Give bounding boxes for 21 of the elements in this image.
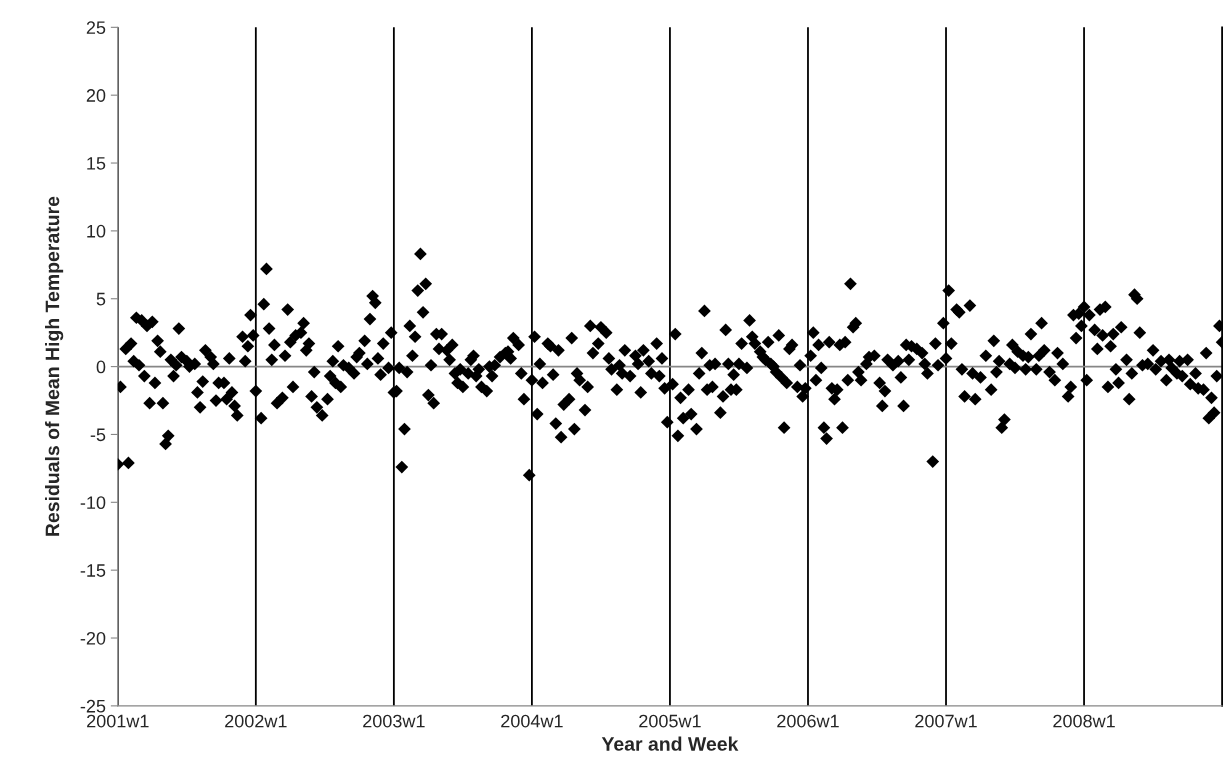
- y-tick-label: -15: [80, 564, 106, 577]
- x-tick-label: 2002w1: [225, 714, 287, 728]
- x-tick-label: 2005w1: [639, 714, 701, 728]
- x-tick-label: 2007w1: [915, 714, 977, 728]
- y-axis-title: Residuals of Mean High Temperature: [45, 196, 64, 536]
- y-tick-label: -25: [80, 699, 106, 713]
- x-tick-label: 2006w1: [777, 714, 839, 728]
- x-tick-label: 2004w1: [501, 714, 563, 728]
- y-tick-label: -5: [90, 428, 106, 442]
- x-axis-title: Year and Week: [601, 736, 739, 751]
- y-tick-label: 5: [96, 292, 106, 306]
- x-tick-label: 2008w1: [1053, 714, 1115, 728]
- y-tick-label: 20: [86, 89, 106, 102]
- y-tick-label: 0: [96, 360, 106, 374]
- y-tick-label: 15: [87, 157, 106, 170]
- x-tick-label: 2001w1: [87, 714, 149, 728]
- y-tick-label: 25: [86, 21, 106, 35]
- y-tick-label: -20: [80, 631, 106, 645]
- y-tick-label: 10: [87, 224, 106, 238]
- y-tick-label: -10: [80, 496, 106, 510]
- x-tick-label: 2003w1: [363, 714, 425, 728]
